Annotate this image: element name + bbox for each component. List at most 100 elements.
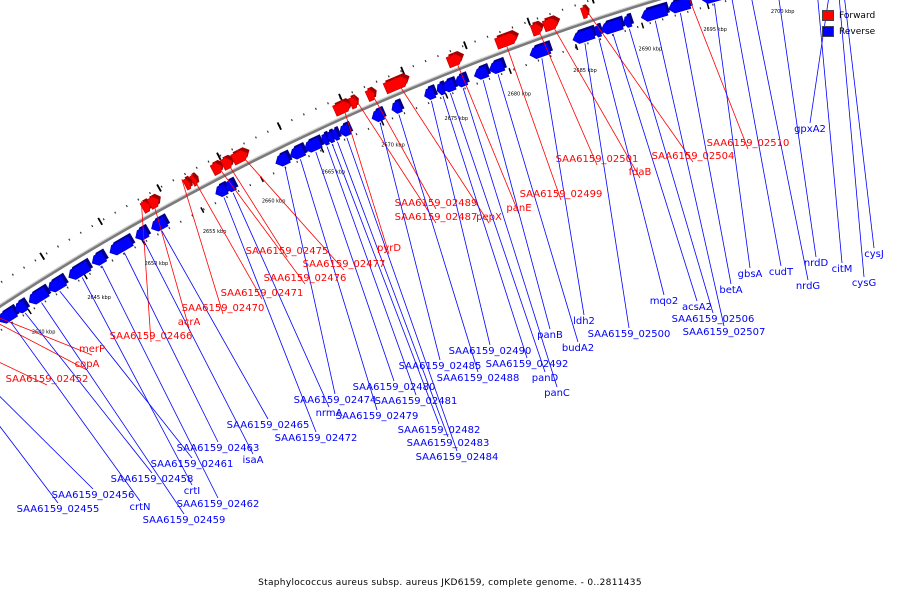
leader-line-saa6159-02476 — [214, 161, 306, 285]
inner-guide-dot — [599, 37, 602, 41]
kbp-tick-label: 2690 kbp — [639, 46, 663, 52]
leader-line-saa6159-02458 — [24, 312, 153, 474]
inner-guide-dot — [649, 22, 652, 25]
leader-line-saa6159-02490 — [431, 100, 491, 346]
major-tick — [463, 41, 468, 50]
outer-guide-dot — [160, 185, 163, 188]
leader-line-crti — [81, 277, 193, 486]
legend-forward: Forward — [822, 8, 890, 23]
leader-line-saa6159-02484 — [346, 137, 458, 452]
inner-guide-dot — [549, 55, 552, 58]
gene-label-saa6159-02476: SAA6159_02476 — [264, 273, 347, 284]
gene-arrow-crtn — [0, 306, 19, 324]
major-tick — [400, 66, 406, 75]
leader-line-saa6159-02461 — [59, 290, 193, 459]
gene-arrow-gbsa — [701, 0, 722, 4]
gene-label-acsa2: acsA2 — [682, 302, 712, 313]
gene-arrow-saa6159-02485 — [371, 108, 386, 123]
gene-arrow-saa6159-02479 — [289, 144, 307, 160]
leader-line-saa6159-02483 — [337, 141, 449, 438]
gene-label-merp: merP — [79, 344, 105, 355]
gene-label-saa6159-02484: SAA6159_02484 — [416, 452, 499, 463]
inner-guide-dot — [439, 96, 442, 100]
outer-guide-dot — [137, 198, 140, 201]
gene-label-saa6159-02501: SAA6159_02501 — [556, 154, 639, 165]
inner-guide-dot — [587, 42, 589, 45]
gene-label-saa6159-02490: SAA6159_02490 — [449, 346, 532, 357]
leader-line-isaa — [143, 240, 254, 455]
legend: Forward Reverse — [822, 8, 890, 40]
gene-label-layer: SAA6159_02452 copA merP SAA6159_02466 acrA SA… — [6, 124, 884, 526]
gene-arrow-beta — [668, 0, 692, 14]
leader-line-saa6159-02455 — [0, 425, 59, 504]
inner-guide-dot — [225, 195, 229, 199]
leader-line-fdab — [547, 17, 641, 179]
gene-label-fdab: fdaB — [629, 167, 652, 178]
gene-arrow-saa6159-02506 — [623, 15, 633, 28]
kbp-tick — [200, 207, 205, 214]
gene-arrow-saa6159-02474 — [275, 152, 291, 167]
kbp-tick-label: 2695 kbp — [703, 27, 727, 33]
outer-guide-dot — [449, 49, 452, 53]
outer-guide-dot — [461, 45, 464, 48]
kbp-tick-label: 2685 kbp — [573, 68, 597, 74]
gene-label-ldh2: ldh2 — [573, 316, 595, 327]
gene-label-cudt: cudT — [769, 267, 794, 278]
figure-caption: Staphylococcus aureus subsp. aureus JKD6… — [258, 578, 642, 588]
major-tick — [526, 17, 531, 26]
kbp-tick — [508, 67, 512, 75]
gene-arrow-mqo2 — [594, 25, 603, 38]
major-tick — [97, 217, 103, 226]
inner-guide-dot — [319, 149, 322, 152]
inner-guide-dot — [476, 82, 479, 85]
gene-arrow-merp — [139, 200, 151, 214]
leader-line-acsa2 — [612, 33, 698, 302]
inner-guide-dot — [661, 18, 664, 21]
gene-arrow-saa6159-02458 — [15, 299, 29, 314]
inner-guide-dot — [367, 127, 370, 131]
outer-guide-dot — [102, 218, 105, 221]
inner-guide-dot — [134, 246, 137, 249]
legend-reverse-swatch — [822, 26, 834, 37]
inner-guide-dot — [202, 208, 205, 211]
outer-guide-dot — [375, 80, 378, 83]
gene-label-saa6159-02477: SAA6159_02477 — [303, 259, 386, 270]
gene-label-panc: panC — [544, 388, 570, 399]
gene-label-saa6159-02506: SAA6159_02506 — [672, 314, 755, 325]
inner-guide-dot — [427, 101, 430, 105]
gene-arrow-pane — [494, 32, 518, 50]
leader-line-buda2 — [497, 74, 579, 343]
inner-guide-dot — [0, 328, 3, 331]
leader-line-saa6159-02500 — [584, 43, 630, 329]
gene-arrow-panb — [473, 65, 490, 80]
inner-guide-dot — [674, 14, 677, 17]
inner-guide-dot — [574, 46, 577, 49]
gene-label-saa6159-02489: SAA6159_02489 — [395, 198, 478, 209]
leader-line-layer — [0, 0, 875, 515]
kbp-tick-label: 2700 kbp — [771, 9, 795, 15]
gene-label-saa6159-02479: SAA6159_02479 — [336, 411, 419, 422]
inner-guide-dot — [562, 50, 565, 54]
gene-label-saa6159-02459: SAA6159_02459 — [143, 515, 226, 526]
legend-reverse-label: Reverse — [839, 26, 876, 37]
inner-guide-dot — [237, 189, 240, 193]
gene-label-cysj: cysJ — [864, 249, 884, 260]
outer-guide-dot — [207, 160, 210, 163]
inner-guide-dot — [488, 77, 491, 81]
gene-arrow-saa6159-02490 — [424, 86, 437, 101]
inner-guide-dot — [100, 265, 103, 269]
leader-line-mqo2 — [598, 38, 665, 296]
inner-guide-dot — [156, 233, 159, 236]
leader-line-nrdd — [778, 0, 817, 258]
leader-line-saa6159-02479 — [300, 159, 378, 411]
inner-guide-dot — [66, 286, 69, 289]
leader-line-saa6159-02499 — [502, 34, 562, 201]
gene-arrow-nrma — [225, 179, 237, 193]
leader-line-saa6159-02507 — [654, 20, 725, 327]
gene-label-saa6159-02507: SAA6159_02507 — [683, 327, 766, 338]
leader-line-gpxa2 — [809, 0, 829, 124]
leader-line-saa6159-02470 — [181, 178, 224, 315]
major-tick — [216, 152, 222, 161]
gene-arrow-pand — [442, 78, 457, 93]
gene-arrow-saa6159-02489 — [382, 75, 408, 95]
